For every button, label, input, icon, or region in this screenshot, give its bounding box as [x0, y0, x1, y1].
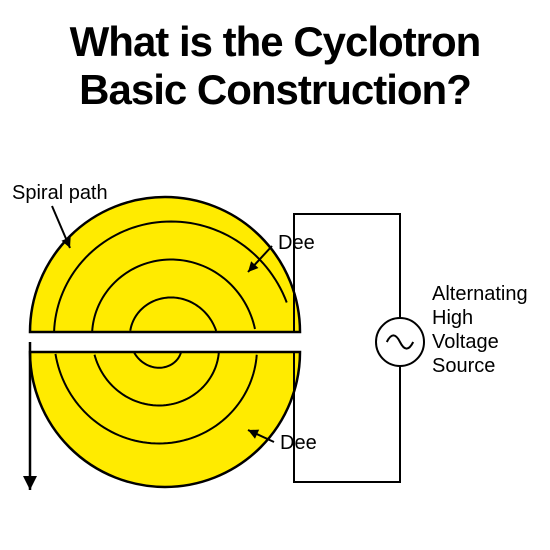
title-line-2: Basic Construction?: [0, 66, 550, 114]
page-title: What is the Cyclotron Basic Construction…: [0, 0, 550, 115]
label-source: Alternating High Voltage Source: [432, 282, 528, 378]
label-dee-top: Dee: [278, 232, 315, 255]
label-dee-bottom: Dee: [280, 432, 317, 455]
title-line-1: What is the Cyclotron: [0, 18, 550, 66]
label-spiral-path: Spiral path: [12, 182, 108, 205]
